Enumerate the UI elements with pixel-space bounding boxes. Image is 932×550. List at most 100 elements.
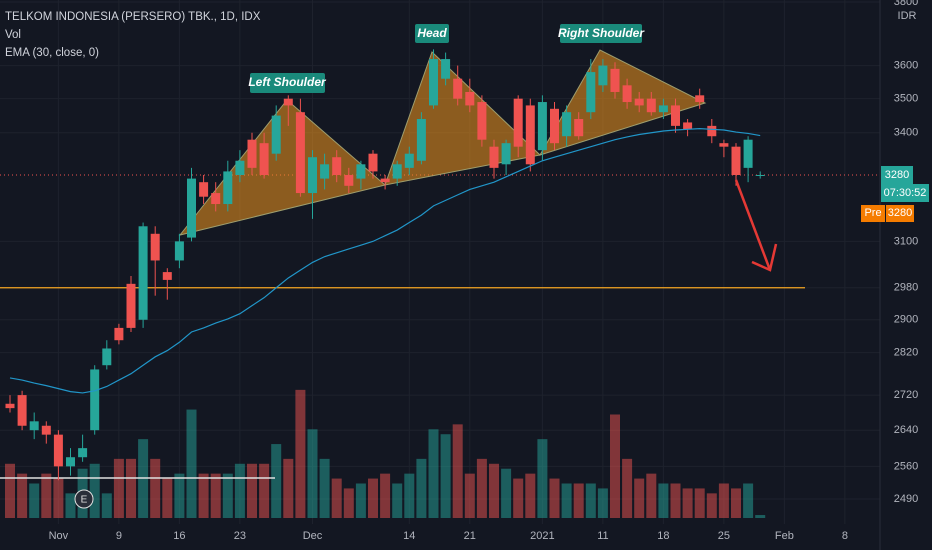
candle-body	[537, 102, 547, 151]
label-box	[560, 24, 642, 43]
candle-body	[658, 105, 668, 113]
volume-bar	[731, 488, 741, 518]
volume-bar	[501, 468, 512, 518]
volume-bar	[585, 483, 596, 518]
volume-bar	[537, 439, 548, 518]
x-tick-label: 21	[464, 530, 476, 542]
volume-bar	[743, 483, 754, 518]
candle-body	[247, 139, 257, 168]
candle-body	[223, 171, 233, 205]
volume-bar	[210, 473, 221, 518]
x-tick-label: 9	[116, 530, 122, 542]
x-tick-label: 8	[842, 530, 848, 542]
candle-body	[441, 59, 451, 79]
candle-body	[731, 146, 741, 176]
arrow-head	[751, 243, 778, 272]
candle-body	[66, 457, 75, 467]
candle-body	[138, 226, 148, 320]
volume-bar	[113, 458, 124, 518]
volume-bar	[307, 429, 318, 518]
volume-bar	[53, 478, 64, 518]
label-box	[250, 73, 325, 93]
volume-bar	[283, 458, 294, 518]
x-tick-label: Feb	[775, 530, 794, 542]
volume-bar	[234, 463, 245, 518]
volume-bar	[440, 434, 451, 518]
pre-price-badge	[886, 205, 914, 223]
candle-body	[610, 68, 620, 92]
candle-body	[53, 434, 63, 467]
volume-bar	[682, 488, 693, 518]
x-tick-label: Dec	[303, 530, 323, 542]
volume-bar	[319, 458, 330, 518]
currency-bg	[892, 6, 922, 26]
volume-bar	[380, 473, 391, 518]
candle-body	[235, 160, 245, 176]
currency: IDR	[898, 10, 917, 22]
volume-bar	[247, 463, 257, 518]
volume-bar	[634, 478, 645, 518]
event-marker[interactable]	[74, 489, 94, 509]
candle-body	[404, 153, 414, 168]
x-tick-label: 25	[718, 530, 730, 542]
volume-bar	[476, 458, 487, 518]
x-tick-label: 18	[657, 530, 669, 542]
pre-badge	[861, 205, 885, 223]
volume-bar	[428, 429, 439, 518]
volume-bar	[186, 409, 197, 518]
y-tick-label: 2490	[894, 493, 918, 505]
volume-bar	[452, 424, 463, 518]
candle-body	[465, 91, 475, 106]
volume-bar	[162, 478, 173, 518]
volume-bar	[222, 473, 233, 518]
candle-body	[586, 72, 596, 113]
y-tick-label: 2820	[894, 347, 918, 359]
candle-body	[755, 175, 765, 177]
candle-body	[392, 164, 402, 179]
candle-body	[295, 112, 305, 194]
candle-body	[114, 327, 124, 341]
candle-body	[211, 193, 221, 205]
candle-body	[574, 119, 584, 137]
volume-bar	[355, 483, 366, 518]
x-tick-label: 16	[173, 530, 185, 542]
candle-body	[525, 105, 535, 165]
last-price-badge	[881, 166, 913, 185]
volume-bar	[464, 473, 475, 518]
candle-body	[5, 403, 15, 409]
volume-bar	[392, 483, 403, 518]
y-tick-label: 2900	[894, 314, 918, 326]
ema-layer	[9, 128, 761, 394]
candle-body	[501, 143, 511, 165]
volume-label: Vol	[5, 29, 21, 41]
volume-bar	[331, 478, 342, 518]
x-tick-label: 2021	[530, 530, 554, 542]
x-tick-label: Nov	[49, 530, 69, 542]
candle-body	[707, 125, 717, 137]
volume-bar	[126, 458, 136, 518]
candle-body	[634, 98, 644, 106]
pattern-label: Head	[417, 26, 447, 40]
candle-body	[344, 175, 354, 186]
y-tick-label: 2980	[894, 282, 918, 294]
candle-body	[489, 146, 499, 168]
candle-body	[416, 119, 426, 161]
candle-body	[308, 157, 317, 194]
volume-bar	[416, 458, 427, 518]
volume-bar	[597, 488, 608, 518]
chart-title: TELKOM INDONESIA (PERSERO) TBK., 1D, IDX	[5, 11, 261, 23]
volume-bar	[101, 493, 112, 518]
volume-bar	[610, 414, 620, 518]
candle-body	[719, 143, 729, 147]
y-tick-label: 3500	[894, 93, 918, 105]
candles	[5, 49, 765, 481]
volume-bar	[718, 483, 729, 518]
y-tick-label: 3600	[894, 59, 918, 71]
pattern-label: Right Shoulder	[558, 26, 645, 40]
volume-bar	[368, 478, 378, 518]
volume-bar	[755, 515, 766, 518]
candle-body	[174, 241, 184, 261]
volume-bar	[622, 458, 633, 518]
candle-body	[683, 122, 693, 130]
